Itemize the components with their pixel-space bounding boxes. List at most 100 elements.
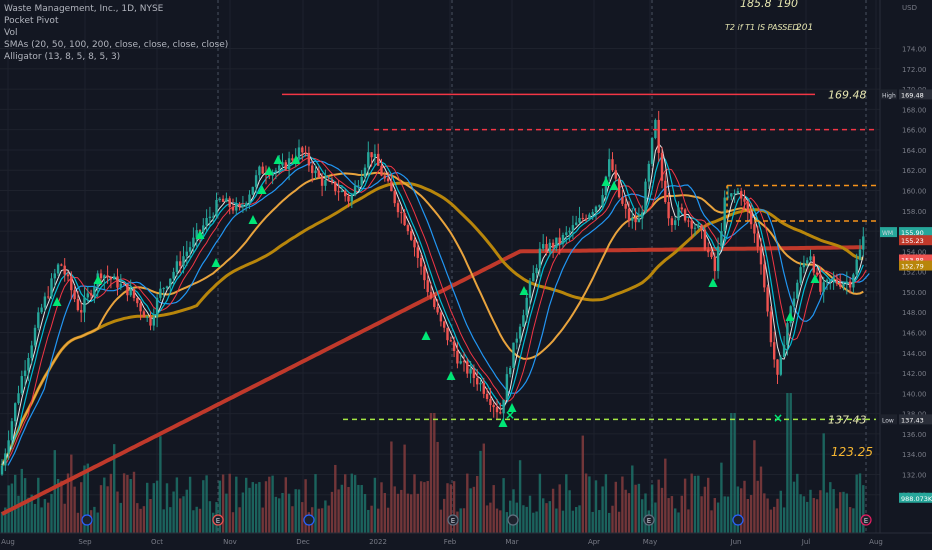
candle-body-190 (627, 208, 631, 221)
volume-bar-218 (720, 462, 723, 533)
volume-bar-82 (271, 475, 274, 533)
volume-bar-151 (499, 510, 502, 533)
candle-body-139 (459, 361, 462, 364)
volume-bar-29 (96, 512, 99, 533)
x-tick-label-5: 2022 (369, 538, 387, 546)
candle-body-179 (591, 212, 594, 215)
event-marker-0 (81, 514, 93, 526)
candle-body-147 (485, 393, 489, 399)
legend-indicator-1[interactable]: Vol (4, 28, 18, 38)
candle-body-250 (825, 279, 829, 283)
price-badge-tag-5: Low (882, 417, 894, 424)
candle-body-87 (287, 158, 291, 170)
volume-bar-223 (736, 486, 740, 533)
candle-body-140 (462, 361, 466, 363)
candle-body-159 (525, 297, 528, 316)
candle-body-236 (779, 357, 782, 375)
candle-body-261 (862, 236, 865, 250)
volume-bar-251 (829, 482, 832, 533)
price-badge-bg-2 (899, 235, 932, 246)
candle-body-114 (377, 153, 380, 166)
candle-body-0 (0, 465, 4, 475)
volume-bar-165 (545, 503, 548, 533)
volume-bar-46 (152, 483, 155, 533)
candle-body-155 (512, 342, 515, 368)
candle-body-117 (386, 178, 390, 182)
candle-body-230 (759, 246, 763, 265)
candle-body-193 (637, 218, 641, 223)
volume-bar-0 (0, 511, 4, 533)
candle-body-94 (311, 165, 314, 174)
volume-bar-187 (617, 511, 621, 533)
y-tick-label-21: 132.00 (902, 471, 927, 479)
volume-bar-18 (60, 480, 63, 533)
pocket-pivot-marker-1 (93, 275, 103, 284)
candle-body-86 (284, 162, 287, 170)
volume-bar-92 (304, 479, 307, 533)
annotation-text-4: 123.25 (831, 445, 873, 459)
candle-body-154 (509, 367, 512, 375)
volume-bar-26 (86, 463, 89, 533)
x-tick-label-4: Dec (296, 538, 310, 546)
cross-marker-1: × (773, 411, 783, 425)
candle-body-108 (357, 185, 360, 187)
volume-bar-185 (611, 505, 614, 533)
candle-body-246 (812, 256, 815, 273)
candle-body-58 (192, 237, 195, 248)
y-tick-label-5: 164.00 (902, 147, 927, 155)
candle-body-223 (736, 191, 740, 194)
volume-bar-112 (370, 505, 373, 533)
legend-title: Waste Management, Inc., 1D, NYSE (4, 4, 164, 14)
volume-bar-213 (703, 486, 707, 533)
legend-indicator-3[interactable]: Alligator (13, 8, 5, 8, 5, 3) (4, 52, 121, 62)
legend-indicator-2[interactable]: SMAs (20, 50, 100, 200, close, close, cl… (4, 40, 229, 50)
volume-bar-96 (317, 508, 320, 533)
volume-bar-85 (281, 492, 284, 533)
volume-bar-171 (565, 474, 568, 533)
candle-body-56 (185, 251, 188, 257)
candle-body-242 (799, 267, 802, 283)
candle-body-7 (23, 370, 27, 377)
volume-bar-45 (149, 498, 152, 533)
y-tick-label-6: 162.00 (902, 167, 927, 175)
volume-bar-67 (221, 474, 225, 533)
event-marker-3 (447, 514, 459, 526)
y-tick-label-1: 172.00 (902, 66, 927, 74)
legend-indicator-0[interactable]: Pocket Pivot (4, 16, 59, 26)
candle-body-20 (66, 274, 70, 277)
candle-body-167 (551, 242, 555, 248)
volume-bar-159 (525, 506, 528, 533)
candle-body-10 (33, 327, 37, 346)
candle-body-62 (205, 217, 208, 226)
volume-bar-210 (693, 475, 697, 533)
candle-body-162 (535, 267, 538, 274)
volume-bar-120 (396, 493, 400, 533)
candle-body-67 (221, 198, 225, 202)
candle-body-165 (545, 244, 548, 253)
volume-bar-89 (294, 489, 297, 533)
volume-bar-17 (56, 478, 60, 533)
candle-body-237 (782, 344, 786, 358)
volume-bar-146 (482, 443, 485, 533)
candle-body-169 (558, 237, 561, 244)
volume-bar-4 (14, 474, 17, 533)
volume-bar-152 (502, 478, 505, 533)
volume-bar-261 (862, 485, 865, 533)
candle-body-249 (822, 282, 825, 292)
volume-bar-47 (155, 480, 159, 533)
volume-bar-50 (165, 483, 169, 533)
volume-bar-222 (733, 413, 736, 533)
event-marker-1 (212, 514, 224, 526)
candle-body-128 (423, 266, 426, 281)
x-tick-label-6: Feb (444, 538, 457, 546)
candle-body-221 (730, 193, 733, 197)
volume-bar-7 (23, 478, 27, 533)
pocket-pivot-marker-9 (421, 331, 431, 340)
volume-bar-107 (353, 475, 357, 533)
volume-bar-59 (195, 506, 198, 533)
volume-bar-205 (677, 512, 680, 533)
candle-body-93 (307, 152, 311, 166)
candle-body-136 (449, 340, 452, 342)
